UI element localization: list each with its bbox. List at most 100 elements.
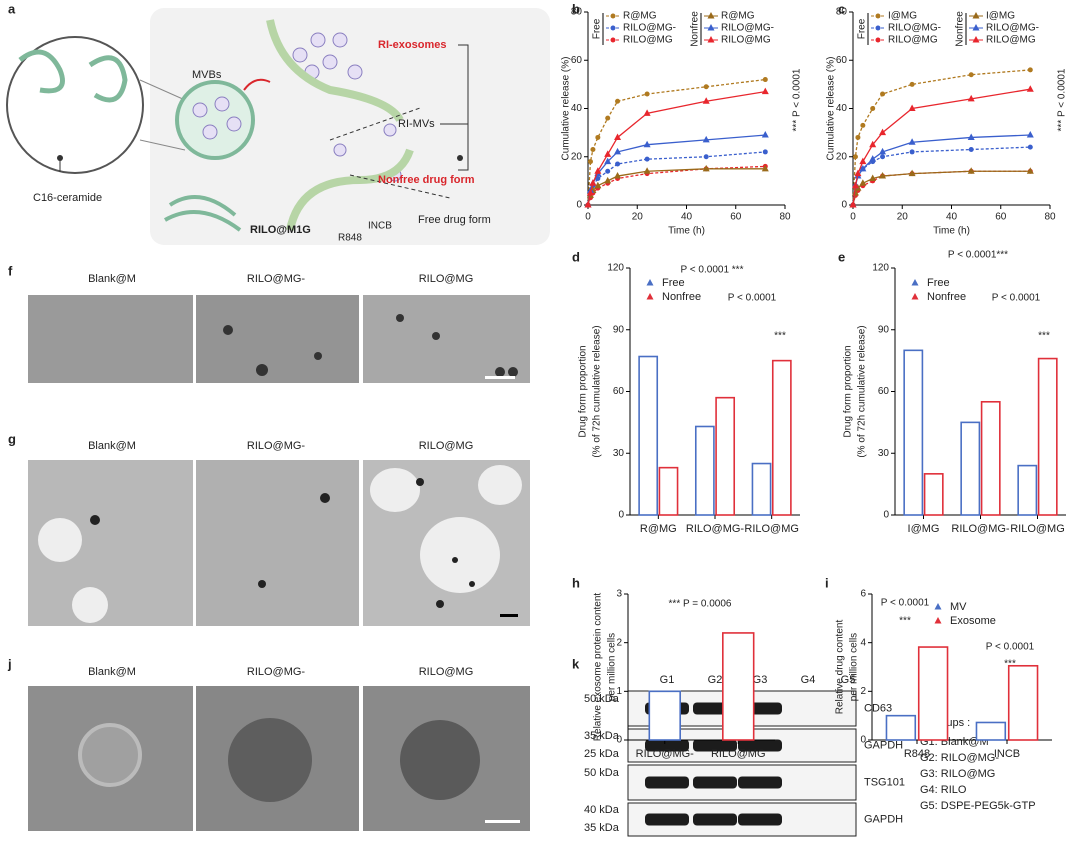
bar [923, 473, 944, 516]
label: RI-exosomes [378, 39, 446, 51]
point [702, 97, 710, 104]
annotation: *** P < 0.0001 [1057, 68, 1068, 131]
series-line [852, 88, 1031, 206]
point [644, 156, 650, 162]
micrograph [196, 295, 359, 383]
er [164, 195, 242, 232]
panel-letter: i [825, 575, 829, 590]
vesicles [192, 32, 402, 182]
blot-band [693, 739, 737, 752]
point [967, 133, 975, 140]
bar [1017, 464, 1038, 516]
image-label: RILO@MG- [247, 440, 306, 452]
y-axis-label: (% of 72h cumulative release) [592, 325, 603, 457]
legend-group: Nonfree [690, 11, 701, 47]
point [615, 98, 621, 104]
point [604, 176, 612, 184]
bar [980, 400, 1001, 516]
legend-label: I@MG [986, 11, 1015, 22]
point [968, 72, 974, 78]
point [605, 115, 611, 121]
point [644, 91, 650, 97]
annotation: P < 0.0001 [992, 293, 1041, 304]
y-axis-label: Cumulative release (%) [826, 57, 837, 161]
zoom-line [139, 139, 186, 151]
mvb [175, 80, 255, 160]
y-tick-label: 120 [607, 263, 624, 274]
blot-band [738, 813, 782, 826]
x-tick-label: 80 [1044, 212, 1056, 223]
point [908, 169, 916, 177]
bracket [458, 44, 469, 171]
bar [648, 690, 681, 741]
point [879, 172, 887, 179]
image-label: RILO@MG [419, 440, 474, 452]
micrograph [196, 460, 359, 626]
lane-label: G3 [753, 674, 768, 686]
x-tick-label: 0 [585, 212, 591, 223]
marker-label: 50 kDa [584, 693, 620, 705]
y-tick-label: 60 [571, 55, 583, 66]
vesicle [228, 718, 312, 802]
x-tick-label: 60 [995, 212, 1007, 223]
series-line [587, 168, 766, 206]
point [589, 179, 597, 186]
point [852, 154, 858, 160]
blot-band [738, 739, 782, 752]
x-tick-label: RILO@MG [1010, 523, 1065, 535]
y-tick-label: 2 [616, 637, 622, 648]
y-tick-label: 1 [616, 686, 622, 697]
legend-marker [707, 24, 715, 31]
point [859, 157, 867, 165]
legend-group: Nonfree [955, 11, 966, 47]
point [702, 135, 710, 143]
point [854, 169, 862, 177]
point [643, 167, 651, 174]
point [909, 149, 915, 155]
legend-group: Free [857, 18, 868, 39]
x-tick-label: RILO@MG- [686, 523, 745, 535]
bar [917, 646, 949, 741]
legend-label: Exosome [950, 615, 996, 627]
point [967, 167, 975, 174]
legend-marker [934, 603, 942, 610]
annotation: P < 0.0001 [986, 642, 1035, 653]
point [761, 164, 769, 172]
panel-letter: b [572, 1, 580, 16]
y-axis-label: Relative drug content [835, 620, 846, 715]
bar [751, 462, 772, 516]
y-axis-label: Drug form proportion [578, 345, 589, 437]
blot-band [645, 776, 689, 789]
x-tick-label: RILO@MG- [636, 748, 695, 760]
marker-label: 35 kDa [584, 822, 620, 834]
legend-marker [646, 293, 654, 300]
y-tick-label: 120 [872, 263, 889, 274]
series-line [852, 170, 1031, 206]
blot-band [738, 776, 782, 789]
legend-marker [875, 25, 881, 31]
legend-label: RILO@MG- [888, 23, 941, 34]
legend-marker [610, 13, 616, 19]
bar [722, 632, 755, 741]
panel-letter: k [572, 656, 580, 671]
x-tick-label: I@MG [908, 523, 940, 535]
panel-letter: e [838, 249, 845, 264]
point [614, 172, 622, 179]
y-axis-label: Relative exosome protein content [593, 593, 604, 742]
point [849, 201, 857, 208]
band-label: TSG101 [864, 776, 905, 788]
point [702, 164, 710, 172]
y-tick-label: 0 [860, 735, 866, 746]
marker-label: 40 kDa [584, 804, 620, 816]
label: MVBs [192, 69, 222, 81]
point [604, 157, 612, 165]
x-tick-label: 80 [779, 212, 791, 223]
bar [1007, 664, 1039, 741]
group-legend: G5: DSPE-PEG5k-GTP [920, 800, 1036, 812]
point [870, 106, 876, 111]
legend-label: RILO@MG [721, 35, 771, 46]
point [643, 140, 651, 148]
point [586, 188, 594, 196]
y-tick-label: 20 [571, 151, 583, 162]
